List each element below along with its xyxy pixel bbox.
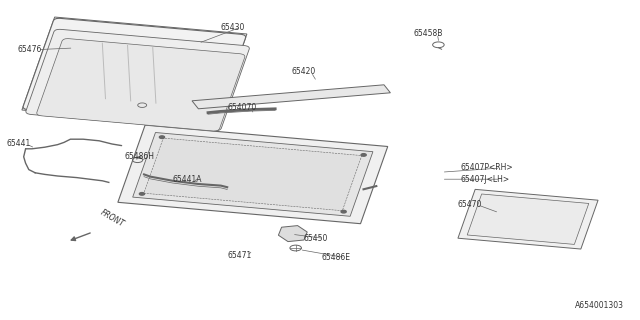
Text: 65471: 65471	[227, 252, 252, 260]
Bar	[144, 138, 362, 211]
FancyBboxPatch shape	[23, 18, 246, 126]
Bar	[118, 125, 388, 224]
Text: 65441A: 65441A	[173, 175, 202, 184]
Text: 65407P<RH>: 65407P<RH>	[461, 164, 513, 172]
Circle shape	[361, 154, 366, 156]
Text: 65441: 65441	[6, 140, 31, 148]
Text: 65420: 65420	[291, 68, 316, 76]
Text: A654001303: A654001303	[575, 301, 624, 310]
Text: 65430: 65430	[221, 23, 245, 32]
Text: 65476: 65476	[18, 45, 42, 54]
Circle shape	[341, 210, 346, 213]
FancyBboxPatch shape	[36, 39, 245, 131]
Polygon shape	[192, 85, 390, 109]
Text: 65486E: 65486E	[321, 253, 350, 262]
Polygon shape	[278, 226, 307, 242]
Bar	[467, 194, 589, 244]
Text: 654070: 654070	[227, 103, 257, 112]
Text: 65486H: 65486H	[125, 152, 155, 161]
Text: 65407J<LH>: 65407J<LH>	[461, 175, 510, 184]
Circle shape	[159, 136, 164, 139]
Circle shape	[140, 193, 145, 195]
Bar	[22, 17, 247, 127]
FancyBboxPatch shape	[26, 29, 250, 131]
Text: 65470: 65470	[458, 200, 482, 209]
Text: 65458B: 65458B	[413, 29, 443, 38]
Text: 65450: 65450	[304, 234, 328, 243]
Bar	[458, 189, 598, 249]
Text: FRONT: FRONT	[99, 208, 126, 229]
Bar	[132, 132, 373, 216]
